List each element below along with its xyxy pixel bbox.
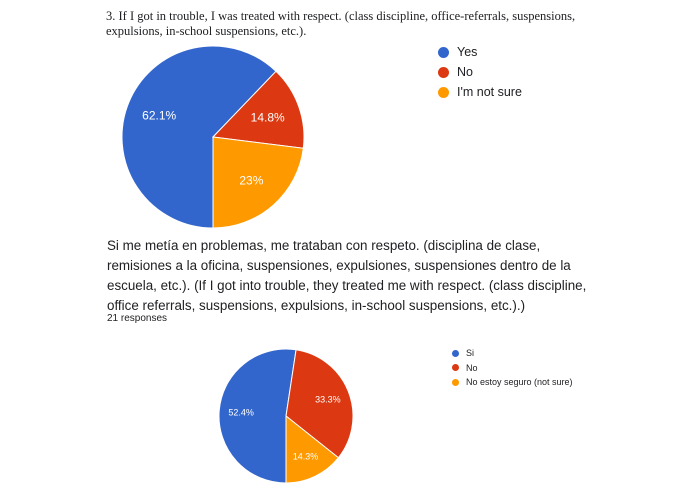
chart-1-slice-1 bbox=[121, 45, 277, 229]
chart-1-legend-label-2: No bbox=[457, 65, 473, 79]
chart-1-question-title: 3. If I got in trouble, I was treated wi… bbox=[106, 9, 576, 38]
chart-1-legend-item-2: No bbox=[438, 62, 522, 82]
chart-1-legend-item-1: Yes bbox=[438, 42, 522, 62]
chart-1-legend-swatch-1 bbox=[438, 46, 449, 58]
chart-1-legend-swatch-3 bbox=[438, 86, 449, 98]
chart-2-legend-item-1: Si bbox=[452, 346, 573, 361]
chart-2-question-title: Si me metía en problemas, me trataban co… bbox=[107, 238, 587, 313]
chart-1-legend-label-3: I'm not sure bbox=[457, 85, 522, 99]
chart-2-legend-label-2: No bbox=[466, 362, 478, 373]
chart-2-legend-item-2: No bbox=[452, 361, 573, 376]
chart-2-legend-label-1: Si bbox=[466, 348, 475, 359]
chart-2-legend: Si No No estoy seguro (not sure) bbox=[452, 346, 573, 390]
chart-1-slice-3-label: 23% bbox=[239, 173, 263, 187]
chart-2-legend-swatch-3 bbox=[452, 378, 459, 386]
chart-1-slice-2 bbox=[211, 70, 305, 149]
chart-2-legend-label-3: No estoy seguro (not sure) bbox=[466, 377, 573, 388]
chart-1-legend-swatch-2 bbox=[438, 66, 449, 78]
chart-2-legend-swatch-1 bbox=[452, 349, 459, 357]
chart-2-response-count: 21 responses bbox=[107, 313, 168, 324]
chart-2-legend-swatch-2 bbox=[452, 364, 459, 372]
chart-1-slice-3 bbox=[212, 136, 304, 229]
chart-1-slice-2-label: 14.8% bbox=[251, 111, 285, 125]
chart-1-legend: Yes No I'm not sure bbox=[438, 42, 522, 102]
chart-1-legend-item-3: I'm not sure bbox=[438, 82, 522, 102]
chart-1-legend-label-1: Yes bbox=[457, 45, 478, 59]
chart-2-legend-item-3: No estoy seguro (not sure) bbox=[452, 375, 573, 390]
chart-1-slice-1-label: 62.1% bbox=[142, 108, 176, 122]
